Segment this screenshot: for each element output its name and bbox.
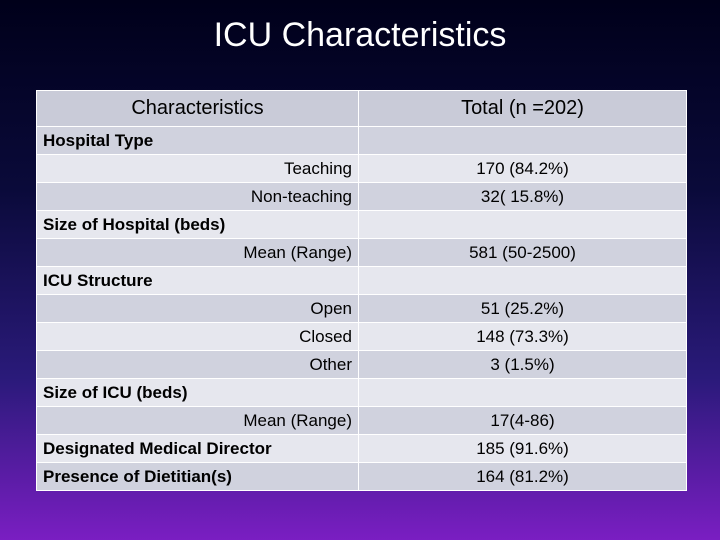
row-value: 185 (91.6%) — [358, 434, 687, 463]
table-row: Hospital Type — [36, 126, 687, 155]
table-row: ICU Structure — [36, 266, 687, 295]
row-value — [358, 378, 687, 407]
table-row: Closed 148 (73.3%) — [36, 322, 687, 351]
row-sub-label: Closed — [36, 322, 359, 351]
row-category-label: Designated Medical Director — [36, 434, 359, 463]
row-sub-label: Mean (Range) — [36, 406, 359, 435]
row-value: 170 (84.2%) — [358, 154, 687, 183]
characteristics-table: Characteristics Total (n =202) Hospital … — [36, 90, 687, 491]
table-row: Non-teaching 32( 15.8%) — [36, 182, 687, 211]
header-characteristics: Characteristics — [36, 90, 359, 127]
row-category-label: Size of ICU (beds) — [36, 378, 359, 407]
row-value — [358, 266, 687, 295]
row-category-label: Size of Hospital (beds) — [36, 210, 359, 239]
table-row: Open 51 (25.2%) — [36, 294, 687, 323]
row-value: 148 (73.3%) — [358, 322, 687, 351]
row-category-label: Hospital Type — [36, 126, 359, 155]
table-row: Mean (Range) 17(4-86) — [36, 406, 687, 435]
row-value — [358, 210, 687, 239]
row-sub-label: Open — [36, 294, 359, 323]
table-header-row: Characteristics Total (n =202) — [36, 90, 687, 127]
row-category-label: Presence of Dietitian(s) — [36, 462, 359, 491]
header-total: Total (n =202) — [358, 90, 687, 127]
table-row: Presence of Dietitian(s) 164 (81.2%) — [36, 462, 687, 491]
row-category-label: ICU Structure — [36, 266, 359, 295]
row-value: 164 (81.2%) — [358, 462, 687, 491]
row-sub-label: Teaching — [36, 154, 359, 183]
row-value: 32( 15.8%) — [358, 182, 687, 211]
slide-title: ICU Characteristics — [213, 16, 507, 54]
row-sub-label: Non-teaching — [36, 182, 359, 211]
row-value: 17(4-86) — [358, 406, 687, 435]
row-sub-label: Mean (Range) — [36, 238, 359, 267]
table-row: Other 3 (1.5%) — [36, 350, 687, 379]
row-value: 3 (1.5%) — [358, 350, 687, 379]
table-row: Size of Hospital (beds) — [36, 210, 687, 239]
row-value: 581 (50-2500) — [358, 238, 687, 267]
table-row: Designated Medical Director 185 (91.6%) — [36, 434, 687, 463]
row-sub-label: Other — [36, 350, 359, 379]
table-row: Size of ICU (beds) — [36, 378, 687, 407]
row-value — [358, 126, 687, 155]
table-row: Mean (Range) 581 (50-2500) — [36, 238, 687, 267]
row-value: 51 (25.2%) — [358, 294, 687, 323]
table-row: Teaching 170 (84.2%) — [36, 154, 687, 183]
